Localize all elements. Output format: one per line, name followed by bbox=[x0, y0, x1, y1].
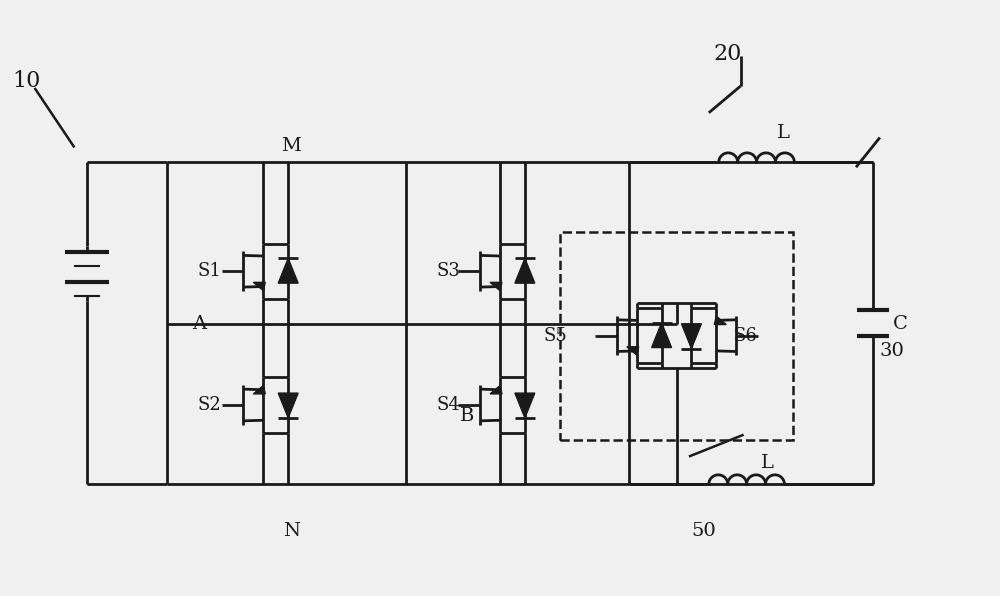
Text: 30: 30 bbox=[880, 342, 905, 359]
Text: B: B bbox=[460, 407, 475, 425]
Text: 50: 50 bbox=[691, 522, 716, 540]
Polygon shape bbox=[253, 386, 265, 394]
Polygon shape bbox=[714, 316, 726, 325]
Polygon shape bbox=[278, 393, 298, 418]
Polygon shape bbox=[515, 393, 535, 418]
Bar bbox=[560, 232, 793, 440]
Text: S3: S3 bbox=[436, 262, 460, 280]
Polygon shape bbox=[627, 347, 639, 355]
Text: A: A bbox=[192, 315, 206, 333]
Text: 20: 20 bbox=[714, 44, 742, 66]
Polygon shape bbox=[681, 324, 701, 349]
Text: L: L bbox=[777, 125, 790, 142]
Text: S1: S1 bbox=[198, 262, 222, 280]
Text: L: L bbox=[761, 454, 774, 473]
Text: 10: 10 bbox=[13, 70, 41, 92]
Polygon shape bbox=[652, 323, 672, 347]
Polygon shape bbox=[515, 259, 535, 283]
Polygon shape bbox=[278, 259, 298, 283]
Text: S2: S2 bbox=[198, 396, 222, 414]
Text: S6: S6 bbox=[734, 327, 758, 344]
Text: M: M bbox=[281, 137, 301, 156]
Polygon shape bbox=[490, 283, 502, 291]
Text: S4: S4 bbox=[436, 396, 460, 414]
Polygon shape bbox=[253, 283, 265, 291]
Text: C: C bbox=[893, 315, 908, 333]
Polygon shape bbox=[490, 386, 502, 394]
Text: S5: S5 bbox=[544, 327, 568, 344]
Text: N: N bbox=[283, 522, 300, 540]
